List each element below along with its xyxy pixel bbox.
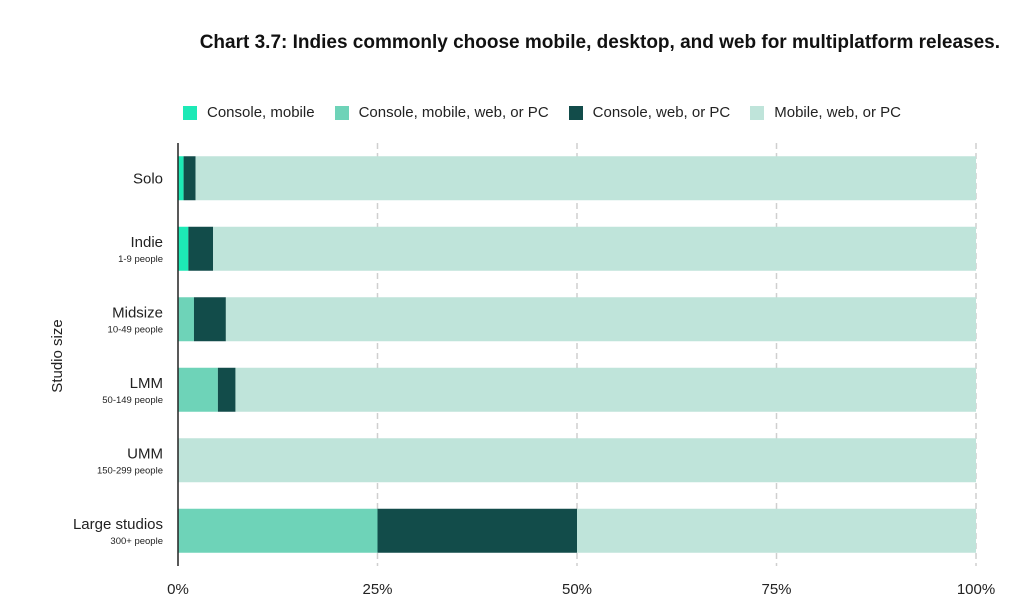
- bar-segment: [183, 156, 196, 201]
- bar-segment: [577, 508, 976, 553]
- bar-segment: [195, 156, 976, 201]
- legend-label: Console, mobile, web, or PC: [358, 104, 549, 121]
- legend-swatch: [183, 105, 197, 120]
- category-sublabel: 1-9 people: [118, 254, 163, 265]
- legend-item: Console, mobile, web, or PC: [334, 104, 549, 121]
- category-label: Solo: [133, 170, 163, 187]
- bar-segment: [178, 156, 184, 201]
- category-label: Midsize: [112, 304, 163, 321]
- legend: Console, mobile Console, mobile, web, or …: [183, 104, 921, 121]
- x-tick-label: 25%: [362, 581, 392, 598]
- legend-swatch: [750, 105, 765, 120]
- category-sublabel: 50-149 people: [102, 395, 163, 406]
- legend-label: Console, mobile: [207, 104, 315, 121]
- x-tick-label: 50%: [562, 581, 592, 598]
- legend-item: Mobile, web, or PC: [750, 104, 901, 121]
- x-tick-label: 75%: [761, 581, 791, 598]
- category-label: UMM: [127, 445, 163, 462]
- category-label: Large studios: [73, 516, 163, 533]
- category-label: LMM: [130, 375, 163, 392]
- category-sublabel: 300+ people: [110, 536, 163, 547]
- bar-segment: [217, 367, 236, 412]
- legend-swatch: [568, 105, 583, 120]
- x-tick-label: 0%: [167, 581, 189, 598]
- category-sublabel: 10-49 people: [108, 324, 163, 335]
- legend-item: Console, web, or PC: [568, 104, 731, 121]
- y-axis-title: Studio size: [49, 319, 66, 392]
- bar-segment: [178, 226, 189, 271]
- legend-label: Mobile, web, or PC: [774, 104, 901, 121]
- x-tick-label: 100%: [957, 581, 995, 598]
- bar-segment: [213, 226, 976, 271]
- legend-swatch: [334, 105, 349, 120]
- legend-item: Console, mobile: [183, 104, 315, 121]
- bar-segment: [377, 508, 577, 553]
- bar-segment: [178, 297, 194, 342]
- bar-segment: [178, 508, 378, 553]
- category-sublabel: 150-299 people: [97, 465, 163, 476]
- bar-segment: [188, 226, 214, 271]
- bar-segment: [225, 297, 976, 342]
- bar-segment: [193, 297, 226, 342]
- bar-segment: [178, 367, 218, 412]
- chart-title: Chart 3.7: Indies commonly choose mobile…: [199, 32, 1000, 53]
- category-label: Indie: [130, 234, 163, 251]
- legend-label: Console, web, or PC: [592, 104, 731, 121]
- bar-segment: [178, 438, 976, 483]
- bar-segment: [235, 367, 976, 412]
